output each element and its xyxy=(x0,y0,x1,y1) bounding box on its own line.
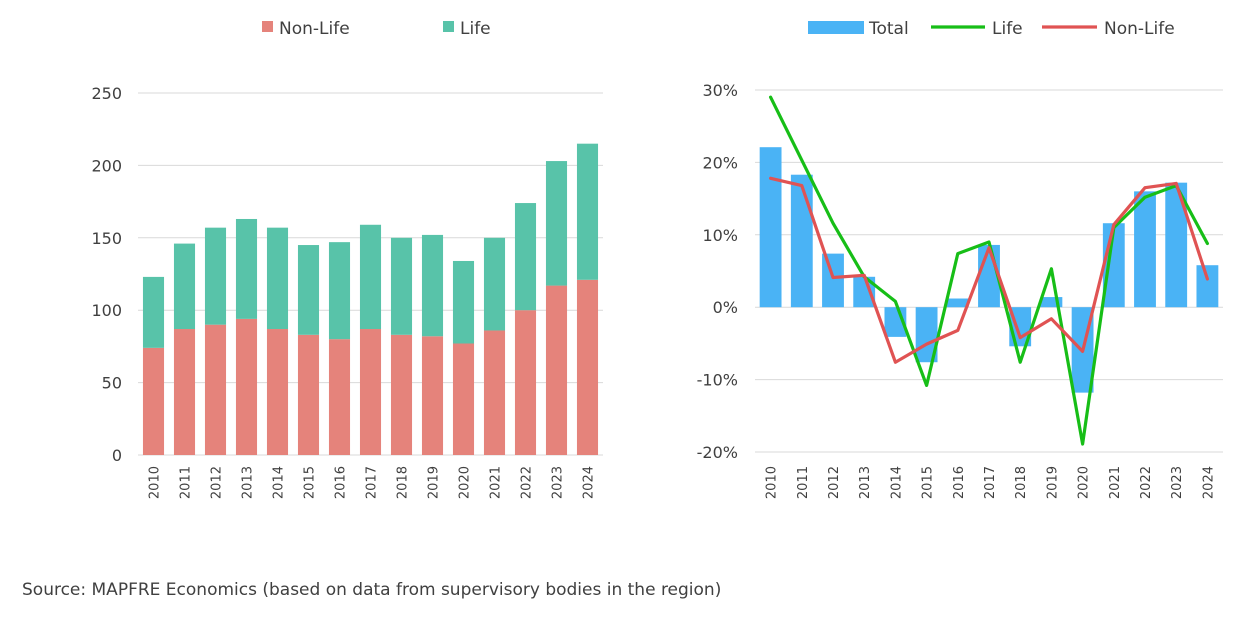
right-y-tick-label: 30% xyxy=(702,81,738,100)
right-bar-total xyxy=(1040,297,1063,308)
left-y-tick-label: 100 xyxy=(91,301,122,320)
right-bar-total xyxy=(1196,265,1219,308)
right-x-tick-label: 2010 xyxy=(765,466,780,499)
left-bar-life xyxy=(204,227,227,325)
right-y-tick-label: -10% xyxy=(697,371,738,390)
right-y-tick-label: 0% xyxy=(713,298,738,317)
right-bar-total xyxy=(1134,191,1156,308)
legend-label-life: Life xyxy=(460,19,491,39)
left-bar-nonlife xyxy=(421,336,444,455)
left-x-tick-label: 2013 xyxy=(241,466,256,499)
left-bar-nonlife xyxy=(514,310,537,455)
legend-swatch-nonlife xyxy=(262,21,273,32)
left-y-tick-label: 250 xyxy=(91,84,122,103)
right-bar-total xyxy=(759,147,782,308)
left-bar-nonlife xyxy=(359,329,382,455)
right-x-tick-label: 2012 xyxy=(827,466,842,499)
legend-label-nonlife-line: Non-Life xyxy=(1104,19,1175,39)
left-chart: 0 50 100 150 200 250 2010 2011 2012 2013 2014 2015 2… xyxy=(91,19,603,499)
right-x-tick-label: 2024 xyxy=(1201,466,1216,499)
left-bar-life xyxy=(576,143,599,280)
left-legend: Non-Life Life xyxy=(262,19,491,39)
left-bar-life xyxy=(514,203,537,311)
left-x-tick-label: 2019 xyxy=(427,466,442,499)
left-bar-life xyxy=(297,245,320,335)
legend-swatch-total xyxy=(808,21,864,34)
legend-label-total: Total xyxy=(868,19,909,39)
left-x-tick-label: 2022 xyxy=(520,466,535,499)
right-legend: Total Life Non-Life xyxy=(808,19,1175,39)
left-bar-life xyxy=(266,227,289,330)
right-x-tick-label: 2022 xyxy=(1139,466,1154,499)
right-y-tick-label: 20% xyxy=(702,153,738,172)
legend-label-nonlife: Non-Life xyxy=(279,19,350,39)
left-bar-nonlife xyxy=(328,339,351,455)
left-y-tick-label: 150 xyxy=(91,229,122,248)
left-x-tick-label: 2015 xyxy=(303,466,318,499)
left-y-tick-label: 50 xyxy=(102,374,122,393)
left-x-tick-label: 2021 xyxy=(489,466,504,499)
left-x-tick-label: 2020 xyxy=(458,466,473,499)
right-x-tick-label: 2015 xyxy=(921,466,936,499)
left-bar-nonlife xyxy=(204,324,227,455)
left-bar-life xyxy=(452,260,475,344)
left-x-tick-label: 2018 xyxy=(396,466,411,499)
left-x-tick-label: 2017 xyxy=(365,466,380,499)
left-x-tick-label: 2016 xyxy=(334,466,349,499)
right-line-nonlife xyxy=(768,176,1210,364)
right-x-tick-label: 2020 xyxy=(1077,466,1092,499)
right-y-tick-label: -20% xyxy=(697,443,738,462)
left-bar-nonlife xyxy=(297,334,320,455)
right-x-tick-label: 2014 xyxy=(889,466,904,499)
left-bar-nonlife xyxy=(235,318,258,455)
left-bar-nonlife xyxy=(576,279,599,455)
left-bar-nonlife xyxy=(266,329,289,455)
right-bar-total xyxy=(1165,182,1188,308)
left-x-tick-label: 2014 xyxy=(272,466,287,499)
left-y-tick-label: 200 xyxy=(91,156,122,175)
left-x-tick-label: 2024 xyxy=(582,466,597,499)
right-x-tick-label: 2016 xyxy=(952,466,967,499)
left-bar-nonlife xyxy=(483,330,506,455)
left-bar-nonlife xyxy=(142,347,165,455)
left-x-tick-label: 2023 xyxy=(551,466,566,499)
left-x-tick-label: 2010 xyxy=(148,466,163,499)
right-y-tick-label: 10% xyxy=(702,226,738,245)
right-bar-total xyxy=(822,253,844,308)
right-x-tick-label: 2011 xyxy=(796,466,811,499)
legend-swatch-life xyxy=(443,21,454,32)
left-bar-life xyxy=(235,218,258,319)
left-bar-nonlife xyxy=(545,285,568,455)
left-bar-life xyxy=(421,234,444,337)
right-x-tick-label: 2021 xyxy=(1108,466,1123,499)
right-chart: -20% -10% 0% 10% 20% 30% 2010 2011 2012 2013 2014 2… xyxy=(697,19,1223,499)
left-bar-nonlife xyxy=(452,343,475,455)
left-bar-life xyxy=(390,237,413,335)
right-x-tick-label: 2019 xyxy=(1045,466,1060,499)
right-x-tick-label: 2023 xyxy=(1170,466,1185,499)
left-bar-life xyxy=(173,243,196,330)
left-x-tick-label: 2012 xyxy=(210,466,225,499)
right-x-tick-label: 2017 xyxy=(983,466,998,499)
left-bar-nonlife xyxy=(390,334,413,455)
left-bar-nonlife xyxy=(173,329,196,455)
left-bar-life xyxy=(142,276,165,348)
left-bar-life xyxy=(359,224,382,330)
right-line-life xyxy=(768,95,1210,446)
right-x-tick-label: 2013 xyxy=(858,466,873,499)
legend-label-life-line: Life xyxy=(992,19,1023,39)
left-bar-life xyxy=(545,161,568,286)
right-x-tick-label: 2018 xyxy=(1014,466,1029,499)
right-bar-total xyxy=(853,276,876,308)
right-bar-total xyxy=(790,174,813,308)
right-bar-total xyxy=(946,298,969,308)
left-y-tick-label: 0 xyxy=(112,446,122,465)
left-x-tick-label: 2011 xyxy=(179,466,194,499)
source-note: Source: MAPFRE Economics (based on data … xyxy=(22,580,722,600)
left-bar-life xyxy=(483,237,506,331)
left-bar-life xyxy=(328,242,351,340)
